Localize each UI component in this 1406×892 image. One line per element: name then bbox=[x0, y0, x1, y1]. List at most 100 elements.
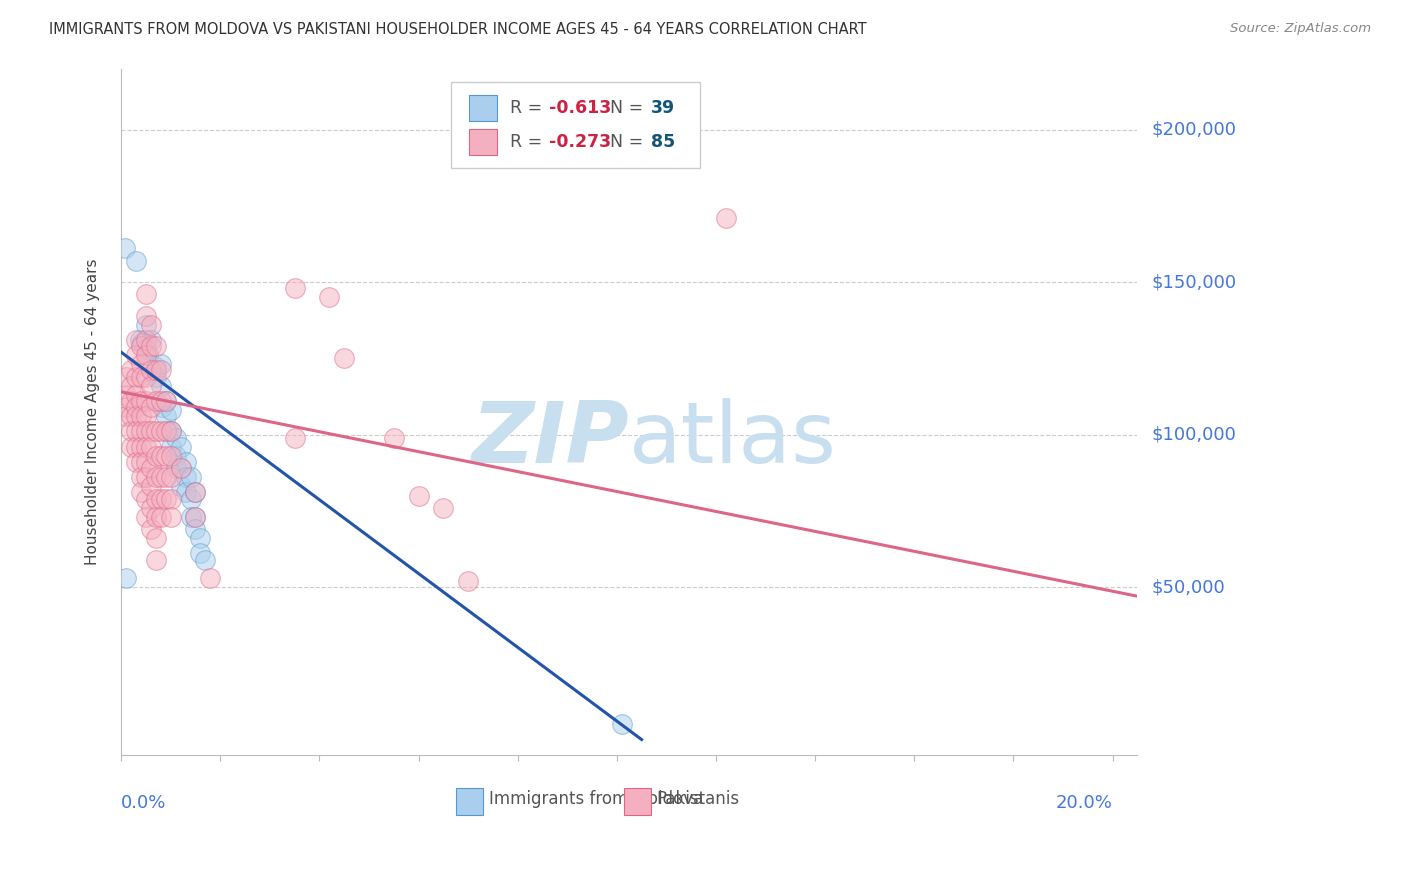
Point bbox=[125, 348, 148, 362]
Point bbox=[139, 440, 162, 454]
Point bbox=[115, 571, 138, 585]
Point bbox=[129, 358, 152, 372]
Point bbox=[382, 431, 405, 445]
Point bbox=[169, 440, 191, 454]
Point bbox=[184, 485, 207, 500]
Text: ZIP: ZIP bbox=[471, 398, 630, 481]
Point bbox=[145, 425, 167, 439]
Point bbox=[139, 522, 162, 536]
Point bbox=[135, 318, 157, 332]
Text: 0.0%: 0.0% bbox=[121, 794, 166, 812]
Point bbox=[125, 440, 148, 454]
Point bbox=[139, 461, 162, 475]
Text: -0.613: -0.613 bbox=[548, 99, 612, 118]
Point bbox=[169, 479, 191, 493]
Point bbox=[125, 425, 148, 439]
Point bbox=[139, 425, 162, 439]
Point bbox=[138, 348, 160, 362]
Text: atlas: atlas bbox=[630, 398, 837, 481]
Point bbox=[139, 318, 162, 332]
Point bbox=[139, 400, 162, 414]
Text: $100,000: $100,000 bbox=[1152, 425, 1236, 443]
Point bbox=[149, 425, 172, 439]
Point bbox=[165, 449, 187, 463]
Point bbox=[129, 455, 152, 469]
Point bbox=[165, 431, 187, 445]
Text: $200,000: $200,000 bbox=[1152, 120, 1236, 138]
Text: $150,000: $150,000 bbox=[1152, 273, 1236, 291]
Point bbox=[714, 211, 737, 225]
Point bbox=[135, 342, 157, 356]
Point bbox=[129, 409, 152, 424]
Point bbox=[129, 485, 152, 500]
Point bbox=[120, 409, 142, 424]
Point bbox=[180, 491, 202, 506]
Point bbox=[114, 242, 136, 256]
Text: -0.273: -0.273 bbox=[548, 133, 612, 151]
Point bbox=[318, 290, 340, 304]
Point bbox=[145, 369, 167, 384]
Point bbox=[174, 455, 197, 469]
Point bbox=[333, 351, 356, 366]
Point bbox=[135, 309, 157, 323]
Text: Immigrants from Moldova: Immigrants from Moldova bbox=[489, 790, 703, 808]
Point bbox=[139, 479, 162, 493]
Point bbox=[165, 461, 187, 475]
Point bbox=[145, 491, 167, 506]
Point bbox=[159, 425, 181, 439]
Point bbox=[457, 574, 479, 588]
Point bbox=[155, 449, 177, 463]
Point bbox=[157, 425, 180, 439]
Point bbox=[135, 470, 157, 484]
Point bbox=[120, 394, 142, 409]
Point bbox=[169, 461, 191, 475]
Point bbox=[120, 425, 142, 439]
Point bbox=[190, 531, 212, 545]
Text: Source: ZipAtlas.com: Source: ZipAtlas.com bbox=[1230, 22, 1371, 36]
Point bbox=[135, 348, 157, 362]
Point bbox=[135, 455, 157, 469]
Point bbox=[159, 440, 181, 454]
Point bbox=[135, 425, 157, 439]
Point bbox=[284, 281, 307, 295]
Point bbox=[145, 449, 167, 463]
Point bbox=[159, 491, 181, 506]
Point bbox=[139, 500, 162, 515]
Point bbox=[131, 336, 153, 351]
Point bbox=[139, 363, 162, 377]
Point bbox=[145, 470, 167, 484]
Point bbox=[149, 491, 172, 506]
Text: N =: N = bbox=[610, 133, 648, 151]
FancyBboxPatch shape bbox=[624, 789, 651, 814]
Point bbox=[155, 394, 177, 409]
Point bbox=[135, 409, 157, 424]
Point bbox=[180, 509, 202, 524]
Point bbox=[125, 409, 148, 424]
Point bbox=[115, 400, 138, 414]
Text: 39: 39 bbox=[651, 99, 675, 118]
Point bbox=[155, 409, 177, 424]
Text: R =: R = bbox=[510, 133, 548, 151]
Point bbox=[125, 333, 148, 347]
FancyBboxPatch shape bbox=[468, 129, 498, 155]
Point bbox=[139, 333, 162, 347]
Point bbox=[149, 358, 172, 372]
Point bbox=[135, 287, 157, 301]
Point bbox=[135, 333, 157, 347]
Point bbox=[159, 403, 181, 417]
Point bbox=[408, 489, 430, 503]
FancyBboxPatch shape bbox=[451, 82, 700, 168]
Point bbox=[159, 470, 181, 484]
Point bbox=[174, 470, 197, 484]
Point bbox=[145, 339, 167, 353]
Point bbox=[129, 394, 152, 409]
Point bbox=[174, 485, 197, 500]
Point bbox=[184, 509, 207, 524]
Point bbox=[284, 431, 307, 445]
Point bbox=[149, 363, 172, 377]
Point bbox=[135, 394, 157, 409]
Point bbox=[159, 509, 181, 524]
Point bbox=[180, 470, 202, 484]
Point bbox=[139, 378, 162, 392]
Point bbox=[150, 400, 173, 414]
